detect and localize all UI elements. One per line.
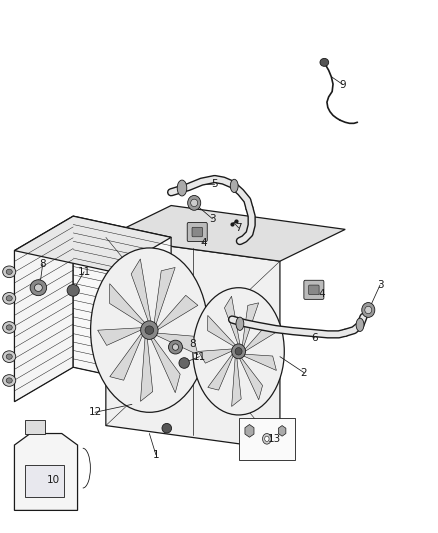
- Ellipse shape: [320, 59, 328, 66]
- Text: 3: 3: [209, 214, 216, 224]
- FancyBboxPatch shape: [309, 285, 319, 295]
- Text: 4: 4: [201, 238, 207, 248]
- Polygon shape: [106, 206, 345, 261]
- Polygon shape: [149, 335, 180, 393]
- Ellipse shape: [173, 344, 179, 350]
- Ellipse shape: [193, 288, 284, 415]
- Ellipse shape: [265, 436, 269, 441]
- Ellipse shape: [6, 354, 12, 359]
- FancyBboxPatch shape: [187, 222, 207, 241]
- Ellipse shape: [141, 321, 158, 340]
- Polygon shape: [156, 295, 198, 331]
- Ellipse shape: [179, 358, 189, 368]
- Polygon shape: [242, 354, 276, 370]
- Text: 12: 12: [88, 407, 102, 417]
- Polygon shape: [131, 259, 152, 325]
- Text: 10: 10: [47, 475, 60, 485]
- Text: 2: 2: [300, 368, 307, 377]
- Text: 11: 11: [193, 352, 206, 361]
- Ellipse shape: [6, 325, 12, 330]
- Ellipse shape: [162, 423, 172, 433]
- Ellipse shape: [3, 351, 16, 362]
- Ellipse shape: [232, 344, 246, 359]
- Ellipse shape: [169, 340, 183, 354]
- Ellipse shape: [6, 378, 12, 383]
- Polygon shape: [154, 268, 175, 327]
- Ellipse shape: [362, 303, 375, 317]
- Polygon shape: [14, 216, 171, 272]
- Ellipse shape: [30, 280, 47, 296]
- Polygon shape: [141, 334, 153, 401]
- Polygon shape: [239, 357, 262, 400]
- Ellipse shape: [230, 179, 238, 192]
- Polygon shape: [208, 316, 237, 347]
- Ellipse shape: [6, 296, 12, 301]
- Text: 4: 4: [318, 289, 325, 299]
- Ellipse shape: [3, 293, 16, 304]
- Text: 9: 9: [340, 79, 346, 90]
- Ellipse shape: [91, 248, 208, 413]
- Text: 1: 1: [152, 450, 159, 460]
- Text: 7: 7: [235, 223, 242, 233]
- Polygon shape: [110, 331, 144, 380]
- Polygon shape: [14, 216, 73, 402]
- FancyBboxPatch shape: [304, 280, 324, 300]
- Ellipse shape: [262, 433, 271, 444]
- FancyBboxPatch shape: [25, 420, 45, 433]
- Polygon shape: [154, 333, 198, 355]
- Text: 13: 13: [268, 434, 281, 444]
- Polygon shape: [106, 237, 280, 449]
- Polygon shape: [98, 328, 144, 345]
- Text: 8: 8: [190, 340, 196, 350]
- FancyBboxPatch shape: [192, 227, 202, 237]
- Ellipse shape: [67, 285, 79, 296]
- Ellipse shape: [3, 321, 16, 333]
- Ellipse shape: [3, 375, 16, 386]
- Text: 6: 6: [311, 333, 318, 343]
- Text: 8: 8: [39, 259, 46, 269]
- Ellipse shape: [3, 266, 16, 278]
- Ellipse shape: [236, 317, 244, 330]
- FancyBboxPatch shape: [239, 418, 295, 460]
- Ellipse shape: [145, 326, 154, 334]
- Text: 5: 5: [212, 179, 218, 189]
- Ellipse shape: [6, 269, 12, 274]
- Ellipse shape: [187, 196, 201, 211]
- Polygon shape: [224, 296, 240, 346]
- Ellipse shape: [35, 284, 42, 292]
- Text: 11: 11: [78, 267, 91, 277]
- Ellipse shape: [235, 348, 242, 355]
- Polygon shape: [14, 433, 78, 511]
- Polygon shape: [244, 325, 276, 352]
- Polygon shape: [73, 216, 171, 389]
- Polygon shape: [208, 352, 234, 390]
- Ellipse shape: [177, 180, 187, 196]
- Text: 3: 3: [377, 280, 383, 290]
- Ellipse shape: [365, 306, 372, 314]
- FancyBboxPatch shape: [25, 465, 64, 497]
- Polygon shape: [198, 349, 234, 363]
- Ellipse shape: [191, 199, 198, 207]
- Ellipse shape: [356, 318, 364, 332]
- Polygon shape: [242, 303, 259, 349]
- Polygon shape: [232, 356, 241, 407]
- Polygon shape: [110, 284, 147, 326]
